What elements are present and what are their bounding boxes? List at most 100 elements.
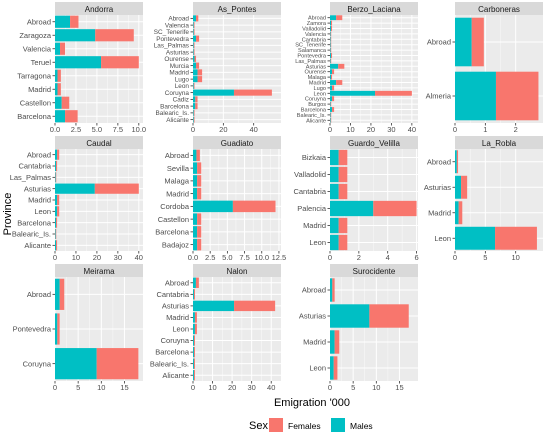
bar-males (330, 20, 332, 26)
bar-males (55, 160, 57, 172)
bar-males (330, 107, 333, 112)
y-tick-label: Las_Palmas (154, 43, 189, 50)
bar-females (330, 31, 332, 37)
bar-females (59, 278, 65, 310)
x-tick-label: 10 (97, 383, 105, 392)
y-tick-label: Asturias (424, 183, 451, 192)
bar-females (336, 15, 343, 21)
bar-males (193, 96, 196, 103)
x-tick-label: 20 (228, 383, 236, 392)
bar-males (193, 238, 198, 251)
bar-females (458, 201, 463, 225)
facet-title: Andorra (85, 5, 114, 14)
bar-males (330, 42, 331, 48)
facet-strip (55, 264, 143, 277)
y-tick-label: Ourense (164, 56, 189, 63)
bar-males (330, 53, 332, 58)
bar-females (60, 42, 66, 55)
y-tick-label: Las_Palmas (10, 173, 52, 182)
bar-females (456, 150, 459, 174)
bar-females (338, 149, 348, 166)
y-tick-label: Valencia (305, 32, 327, 38)
bar-females (195, 277, 199, 288)
bar-females (193, 82, 195, 89)
bar-females (332, 107, 335, 112)
y-tick-label: Murcia (170, 63, 190, 70)
legend-label-females: Females (288, 421, 321, 431)
bar-females (197, 238, 202, 251)
facet-nalon: Nalon 0 10 20 30 40 Abroad Cantabria Asturias Mad… (150, 264, 281, 392)
y-tick-label: Madrid (303, 338, 326, 347)
y-tick-label: Malaga (164, 177, 189, 186)
y-tick-label: Lugo (175, 76, 190, 83)
x-tick-label: 5.0 (92, 125, 102, 134)
bar-males (193, 82, 194, 89)
x-tick-label: 0 (191, 383, 195, 392)
y-tick-label: Alicante (24, 241, 51, 250)
bar-males (193, 42, 194, 49)
bar-females (197, 76, 203, 83)
y-tick-label: Castellon (20, 98, 51, 107)
bar-males (193, 76, 198, 83)
bar-females (95, 29, 134, 42)
y-tick-label: Leon (172, 325, 189, 334)
bar-females (332, 85, 335, 91)
bar-females (196, 15, 199, 22)
y-tick-label: Lugo (314, 86, 326, 92)
facet-strip (55, 2, 143, 15)
bar-females (193, 22, 195, 29)
x-tick-label: 7.5 (113, 125, 123, 134)
bar-females (193, 28, 195, 35)
y-tick-label: Castellon (158, 215, 189, 224)
y-tick-label: Barcelona (160, 103, 189, 110)
bar-females (330, 36, 332, 42)
panel-background (193, 149, 281, 251)
facet-as_pontes: As_Pontes 0 20 40 AbroadValenciaSC_TenerifeP… (154, 2, 281, 134)
facet-title: Nalon (227, 267, 248, 276)
y-tick-label: Cadiz (173, 97, 189, 104)
facet-strip (455, 2, 543, 15)
bar-males (55, 206, 58, 217)
bar-females (196, 62, 200, 69)
bar-males (455, 71, 496, 121)
bar-males (55, 183, 95, 194)
bar-females (55, 228, 57, 240)
x-tick-label: 0 (328, 125, 332, 134)
y-tick-label: Cantabria (293, 187, 326, 196)
bar-females (331, 53, 333, 58)
bar-females (333, 356, 338, 380)
bar-males (330, 166, 339, 183)
facet-title: Guardo_Velilla (348, 139, 401, 148)
bar-females (193, 42, 195, 49)
y-tick-label: Balearic_Is. (12, 230, 51, 239)
bar-males (330, 96, 333, 102)
x-tick-label: 12.5 (272, 253, 287, 262)
bar-females (330, 47, 332, 53)
y-tick-label: Madrid (166, 189, 189, 198)
y-tick-label: Alicante (166, 117, 189, 124)
y-tick-label: Valladolid (302, 26, 326, 32)
bar-males (330, 217, 339, 234)
bar-males (330, 183, 339, 200)
bar-females (194, 323, 197, 335)
bar-males (193, 277, 196, 288)
bar-males (330, 330, 335, 354)
x-tick-label: 5 (483, 253, 487, 262)
bar-males (330, 58, 331, 64)
bar-males (330, 101, 331, 107)
y-tick-label: Zamora (307, 21, 327, 27)
bar-females (57, 69, 61, 82)
y-tick-label: Barcelona (155, 228, 190, 237)
bar-males (193, 62, 197, 69)
x-tick-label: 0 (53, 253, 57, 262)
facet-andorra: Andorra 0.0 2.5 5.0 7.5 10.0 Abroad Zaragoza Val… (17, 2, 146, 134)
y-tick-label: Abroad (302, 286, 326, 295)
bar-males (55, 172, 56, 183)
y-tick-label: Cantabria (156, 290, 189, 299)
bar-females (232, 200, 276, 213)
x-tick-label: 30 (387, 125, 395, 134)
bar-females (197, 187, 202, 200)
x-tick-label: 6 (414, 253, 418, 262)
x-tick-label: 0 (453, 125, 457, 134)
